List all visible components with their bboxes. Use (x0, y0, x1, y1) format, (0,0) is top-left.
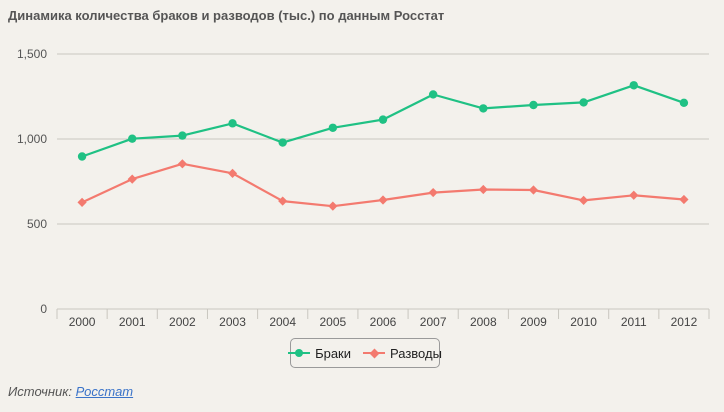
data-point-1-5[interactable] (328, 201, 338, 211)
data-point-1-7[interactable] (428, 187, 438, 198)
x-tick-label: 2010 (570, 315, 597, 329)
legend-item-divorces[interactable]: Разводы (363, 346, 442, 361)
data-point-0-9[interactable] (529, 100, 538, 110)
data-point-0-7[interactable] (428, 90, 438, 99)
data-point-1-6[interactable] (378, 195, 388, 205)
data-point-0-12[interactable] (679, 98, 689, 107)
data-point-1-1[interactable] (127, 174, 137, 184)
data-point-1-8[interactable] (478, 184, 488, 195)
x-tick-label: 2002 (169, 315, 196, 329)
legend-label-divorces: Разводы (390, 345, 442, 361)
y-tick-label: 1,500 (17, 47, 47, 61)
series-layer (77, 81, 689, 211)
legend-swatch-divorces (363, 348, 386, 358)
data-point-1-3[interactable] (227, 168, 238, 178)
x-tick-label: 2008 (470, 315, 497, 329)
x-tick-label: 2001 (119, 315, 146, 329)
x-tick-label: 2005 (319, 315, 346, 329)
source-note: Источник: Росстат (8, 384, 133, 399)
data-point-0-6[interactable] (378, 115, 388, 124)
x-tick-label: 2012 (671, 315, 698, 329)
x-tick-label: 2000 (69, 315, 96, 329)
x-tick-label: 2004 (269, 315, 296, 329)
data-point-0-1[interactable] (128, 134, 137, 143)
y-tick-label: 0 (40, 302, 47, 316)
data-point-0-11[interactable] (629, 81, 638, 90)
x-axis: 2000 2001 2002 2003 2004 2005 2006 2007 2008 2009… (56, 309, 710, 329)
data-point-1-11[interactable] (629, 190, 639, 200)
legend-label-marriages: Браки (315, 345, 352, 361)
y-tick-label: 500 (27, 217, 47, 231)
data-point-0-2[interactable] (178, 131, 187, 140)
data-point-1-0[interactable] (77, 197, 87, 208)
source-link[interactable]: Росстат (75, 384, 134, 399)
data-point-1-4[interactable] (278, 196, 288, 206)
grid-lines (57, 53, 709, 310)
legend-item-marriages[interactable]: Браки (288, 346, 351, 361)
data-point-0-4[interactable] (278, 138, 287, 147)
x-tick-label: 2006 (370, 315, 397, 329)
data-point-1-9[interactable] (528, 185, 539, 195)
data-point-0-3[interactable] (228, 119, 237, 128)
source-label: Источник: (8, 384, 72, 399)
data-point-0-10[interactable] (579, 98, 588, 107)
data-point-1-10[interactable] (579, 195, 589, 205)
legend-swatch-marriages (288, 348, 311, 358)
chart-title: Динамика количества браков и разводов (т… (8, 8, 445, 23)
data-point-0-8[interactable] (479, 104, 488, 113)
x-tick-label: 2009 (520, 315, 547, 329)
data-point-0-0[interactable] (77, 152, 87, 161)
data-point-1-2[interactable] (177, 159, 187, 169)
data-point-1-12[interactable] (679, 194, 689, 205)
y-tick-label: 1,000 (17, 132, 47, 146)
data-point-0-5[interactable] (328, 123, 338, 132)
x-tick-label: 2007 (420, 315, 447, 329)
y-axis-ticks: 0 500 1,000 1,500 (17, 47, 47, 316)
x-tick-label: 2011 (621, 315, 647, 329)
x-tick-label: 2003 (219, 315, 246, 329)
legend: Браки Разводы (288, 338, 442, 368)
